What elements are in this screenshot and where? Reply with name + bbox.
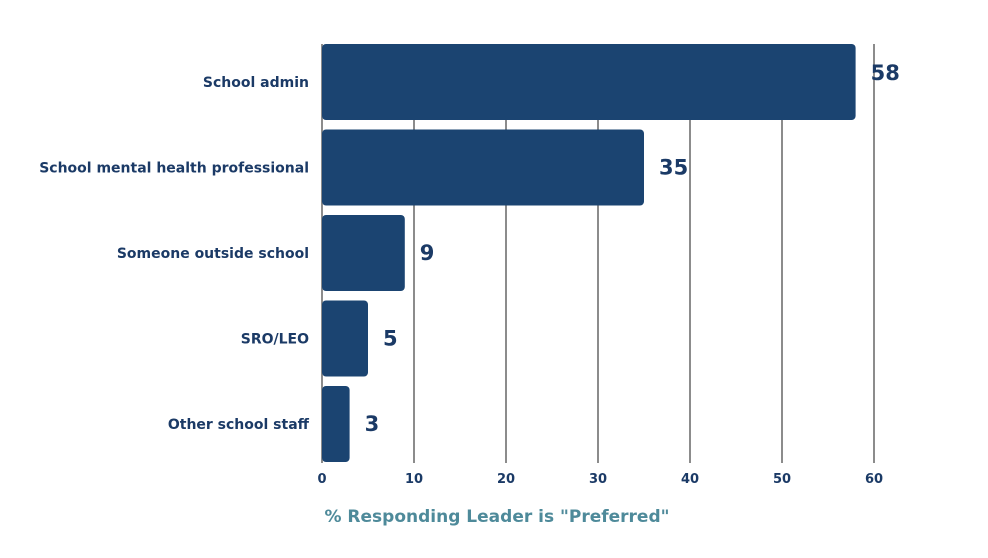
x-tick-label-0: 0 — [317, 472, 326, 487]
x-tick-label-60: 60 — [865, 472, 883, 487]
x-axis-title: % Responding Leader is "Preferred" — [324, 507, 669, 527]
x-tick-label-30: 30 — [589, 472, 607, 487]
bar-1 — [322, 129, 644, 206]
value-label-4: 3 — [365, 412, 380, 436]
value-label-2: 9 — [420, 241, 435, 265]
category-label-2: Someone outside school — [117, 246, 309, 262]
x-tick-labels: 0 10 20 30 40 50 60 — [317, 472, 883, 487]
category-label-0: School admin — [203, 75, 309, 91]
bar-3 — [322, 300, 368, 377]
value-labels: 58 35 9 5 3 — [365, 61, 900, 436]
x-tick-label-40: 40 — [681, 472, 699, 487]
category-label-1: School mental health professional — [39, 161, 309, 177]
x-tick-label-10: 10 — [405, 472, 423, 487]
bar-0 — [322, 44, 856, 120]
bar-2 — [322, 215, 405, 291]
value-label-1: 35 — [659, 156, 688, 180]
value-label-0: 58 — [871, 61, 900, 85]
category-label-4: Other school staff — [168, 417, 310, 433]
bars — [322, 44, 856, 462]
category-labels: School admin School mental health profess… — [39, 75, 309, 433]
x-tick-label-20: 20 — [497, 472, 515, 487]
category-label-3: SRO/LEO — [241, 332, 309, 348]
bar-4 — [322, 386, 350, 462]
x-tick-label-50: 50 — [773, 472, 791, 487]
value-label-3: 5 — [383, 327, 398, 351]
